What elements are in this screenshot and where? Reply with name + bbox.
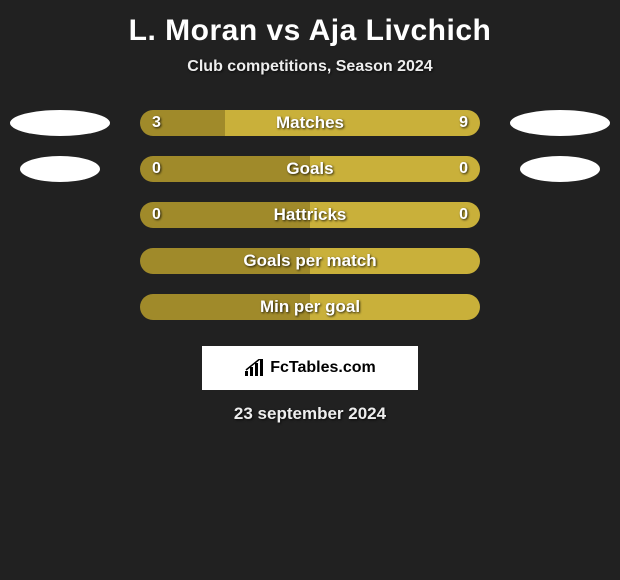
bar-track — [140, 294, 480, 320]
bar-left — [140, 294, 310, 320]
comparison-card: L. Moran vs Aja Livchich Club competitio… — [0, 0, 620, 446]
stat-value-left: 0 — [152, 202, 161, 228]
stat-row: 00Goals — [0, 146, 620, 192]
stat-rows: 39Matches00Goals00HattricksGoals per mat… — [0, 100, 620, 330]
bar-left — [140, 156, 310, 182]
bar-right — [310, 156, 480, 182]
stat-value-right: 0 — [459, 156, 468, 182]
source-box: FcTables.com — [202, 346, 418, 390]
bar-track — [140, 156, 480, 182]
bar-right — [310, 202, 480, 228]
bar-track — [140, 202, 480, 228]
player-ellipse-right — [520, 156, 600, 182]
stat-row: 00Hattricks — [0, 192, 620, 238]
chart-icon — [244, 359, 266, 377]
player-ellipse-right — [510, 110, 610, 136]
datestamp: 23 september 2024 — [0, 390, 620, 438]
player-ellipse-left — [20, 156, 100, 182]
stat-value-left: 3 — [152, 110, 161, 136]
bar-right — [225, 110, 480, 136]
card-title: L. Moran vs Aja Livchich — [0, 8, 620, 52]
bar-right — [310, 248, 480, 274]
bar-left — [140, 248, 310, 274]
title-player2: Aja Livchich — [309, 14, 492, 47]
stat-value-right: 0 — [459, 202, 468, 228]
bar-track — [140, 110, 480, 136]
bar-track — [140, 248, 480, 274]
card-subtitle: Club competitions, Season 2024 — [0, 52, 620, 90]
stat-value-left: 0 — [152, 156, 161, 182]
stat-row: 39Matches — [0, 100, 620, 146]
player-ellipse-left — [10, 110, 110, 136]
source-text: FcTables.com — [270, 359, 376, 377]
title-player1: L. Moran — [129, 14, 258, 47]
stat-row: Min per goal — [0, 284, 620, 330]
stat-row: Goals per match — [0, 238, 620, 284]
stat-value-right: 9 — [459, 110, 468, 136]
bar-right — [310, 294, 480, 320]
title-vs: vs — [267, 14, 301, 47]
bar-left — [140, 202, 310, 228]
